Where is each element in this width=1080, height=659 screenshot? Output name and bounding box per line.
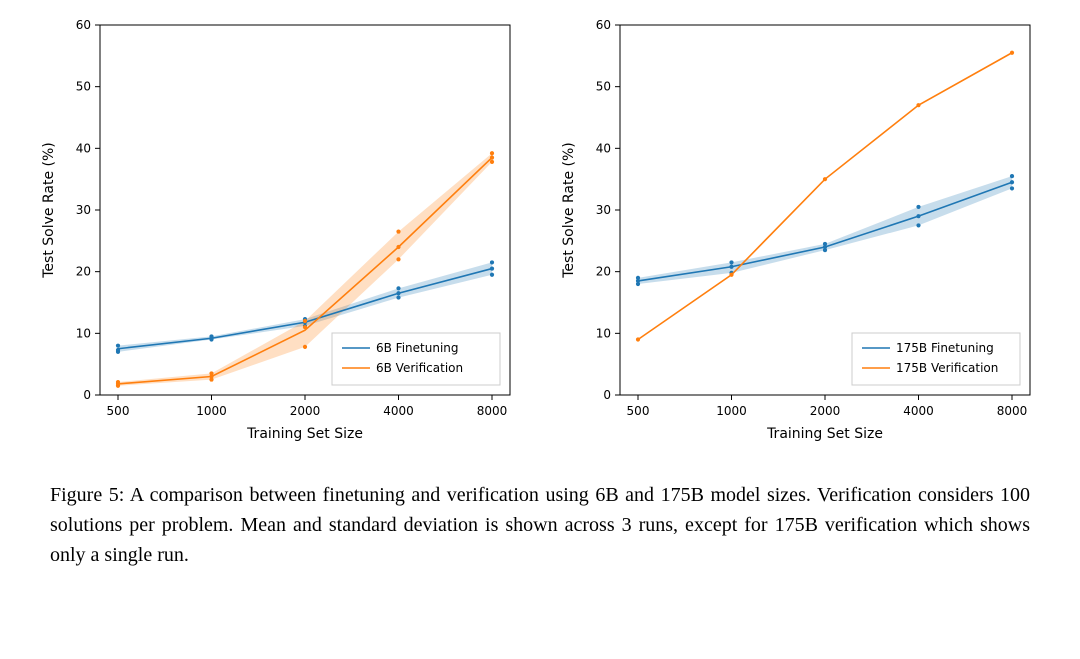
svg-text:40: 40 (596, 141, 611, 155)
svg-text:6B Verification: 6B Verification (376, 361, 463, 375)
svg-text:Training Set Size: Training Set Size (246, 426, 363, 442)
svg-text:0: 0 (603, 388, 611, 402)
svg-text:1000: 1000 (716, 404, 747, 418)
svg-text:60: 60 (596, 18, 611, 32)
svg-text:30: 30 (596, 203, 611, 217)
svg-text:20: 20 (596, 265, 611, 279)
svg-text:8000: 8000 (997, 404, 1028, 418)
svg-text:175B Verification: 175B Verification (896, 361, 998, 375)
svg-text:2000: 2000 (810, 404, 841, 418)
svg-text:50: 50 (596, 80, 611, 94)
svg-text:60: 60 (76, 18, 91, 32)
svg-text:4000: 4000 (383, 404, 414, 418)
svg-text:500: 500 (107, 404, 130, 418)
svg-text:10: 10 (76, 326, 91, 340)
right-chart: 0 10 20 30 40 50 60 500 1000 2000 4000 8000 Training… (555, 10, 1045, 455)
figure-panels: 01020304050605001000200040008000Training… (0, 0, 1080, 455)
svg-text:Test Solve Rate (%): Test Solve Rate (%) (561, 142, 577, 279)
svg-text:Test Solve Rate (%): Test Solve Rate (%) (41, 142, 57, 279)
svg-text:6B Finetuning: 6B Finetuning (376, 341, 459, 355)
svg-text:175B Finetuning: 175B Finetuning (896, 341, 994, 355)
svg-text:30: 30 (76, 203, 91, 217)
svg-text:40: 40 (76, 141, 91, 155)
svg-text:50: 50 (76, 80, 91, 94)
figure-caption: Figure 5: A comparison between finetunin… (0, 455, 1080, 590)
svg-text:8000: 8000 (477, 404, 508, 418)
svg-text:2000: 2000 (290, 404, 321, 418)
figure-label: Figure 5: (50, 484, 124, 506)
svg-text:500: 500 (627, 404, 650, 418)
svg-text:Training Set Size: Training Set Size (766, 426, 883, 442)
caption-text: A comparison between finetuning and veri… (50, 484, 1030, 566)
svg-text:0: 0 (83, 388, 91, 402)
svg-text:10: 10 (596, 326, 611, 340)
svg-text:1000: 1000 (196, 404, 227, 418)
left-chart: 0 10 20 30 40 50 60 500 1000 2000 4000 8000 Training… (35, 10, 525, 455)
svg-text:20: 20 (76, 265, 91, 279)
svg-text:4000: 4000 (903, 404, 934, 418)
